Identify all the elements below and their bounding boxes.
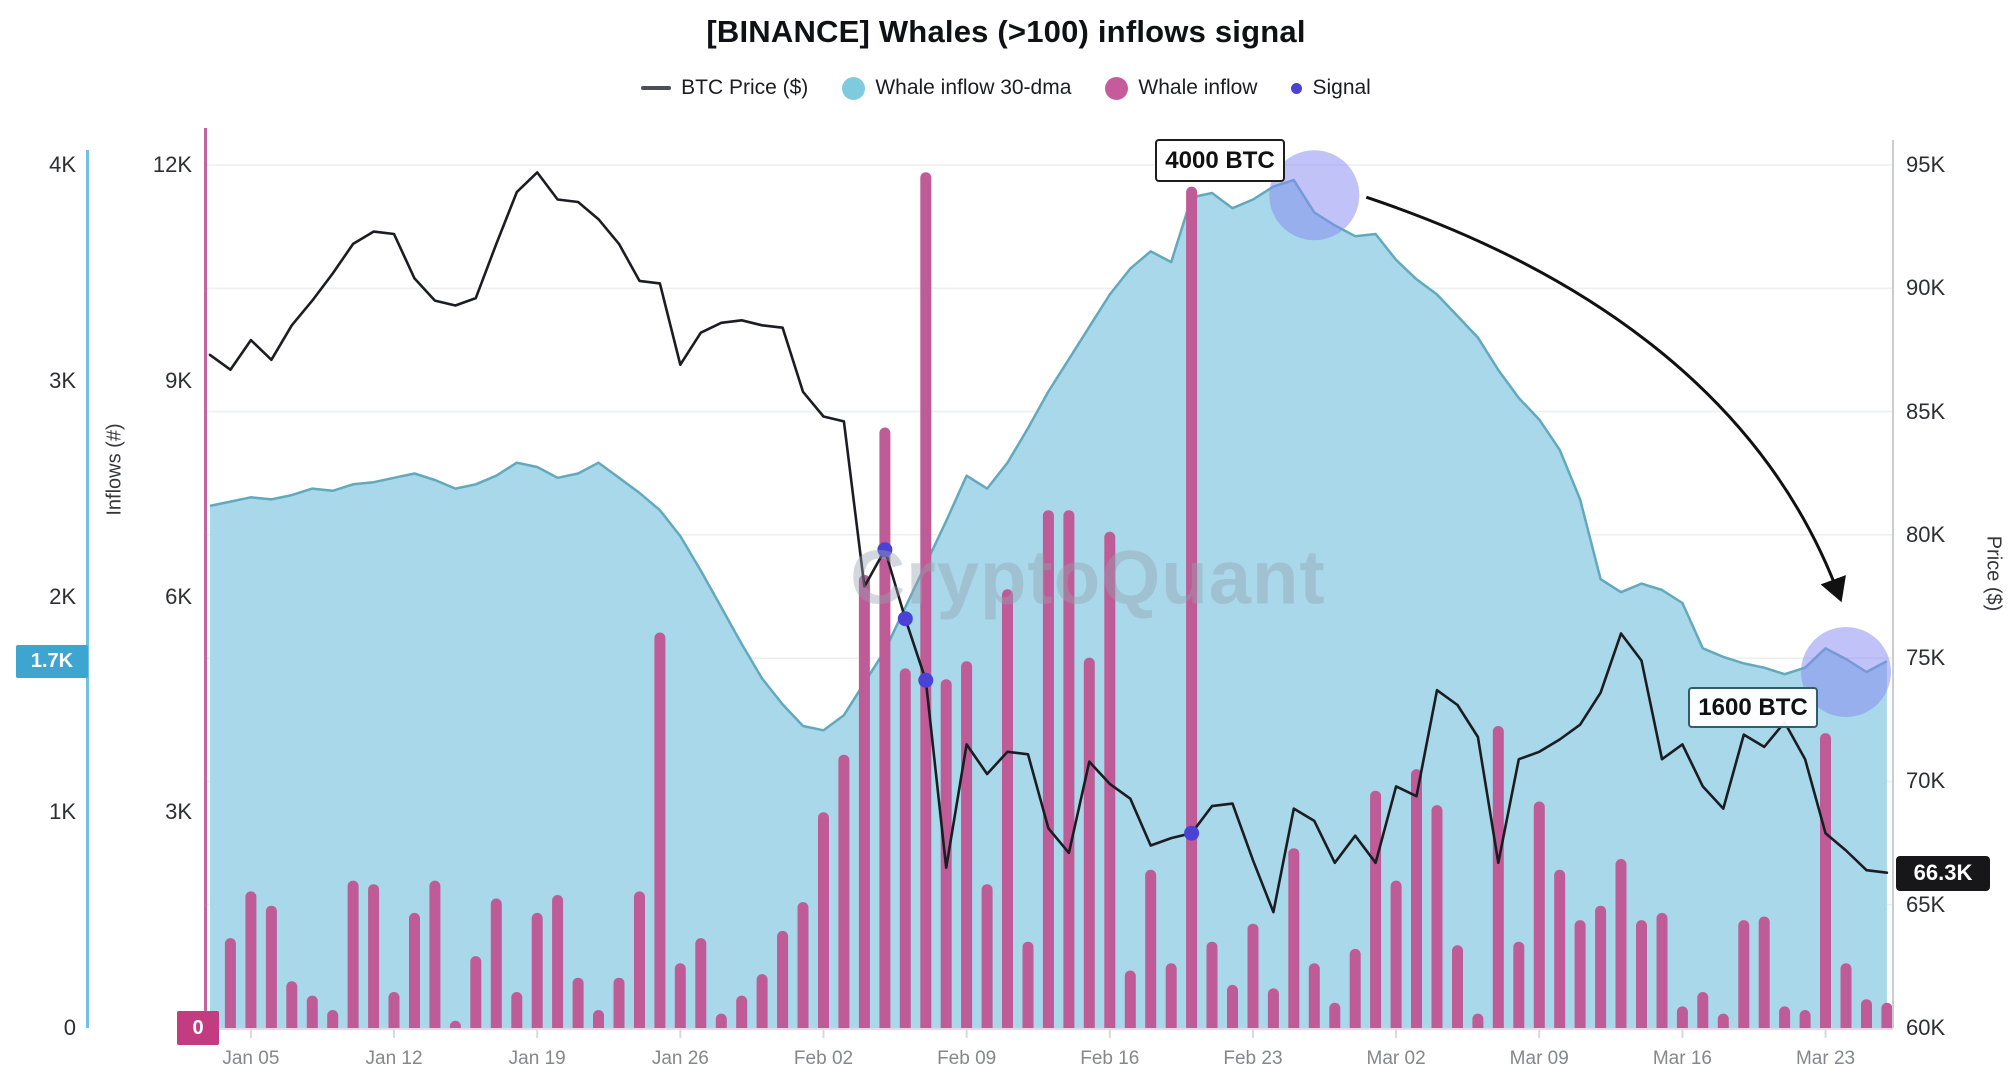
legend-label: BTC Price ($): [681, 76, 809, 99]
legend-line-swatch: [641, 86, 672, 90]
inflows-axis-title: Inflows (#): [103, 423, 126, 516]
price-axis-tick: 80K: [1906, 521, 1946, 547]
x-axis-tick: Feb 09: [937, 1048, 997, 1069]
legend-item-signal[interactable]: Signal: [1291, 76, 1371, 100]
price-axis-tick: 95K: [1906, 152, 1946, 177]
dma-axis-tick: 4K: [49, 152, 76, 177]
x-axis-tick: Feb 16: [1080, 1048, 1140, 1069]
x-axis-tick: Jan 19: [508, 1048, 566, 1069]
x-axis-tick: Mar 02: [1366, 1048, 1426, 1069]
axis-lines: [86, 128, 1894, 1038]
legend-circle-swatch: [842, 76, 866, 100]
x-axis-tick: Jan 05: [222, 1048, 280, 1069]
price-axis-tick: 70K: [1906, 768, 1946, 794]
dma-axis-tick: 2K: [49, 583, 76, 609]
legend-label: Whale inflow: [1138, 76, 1258, 99]
inflow-axis-tick: 6K: [165, 583, 192, 609]
x-axis-tick: Feb 02: [793, 1048, 854, 1069]
dma-axis-tick: 1K: [49, 799, 76, 825]
dma-axis-tick: 3K: [49, 367, 76, 393]
legend: BTC Price ($) Whale inflow 30-dma Whale in…: [0, 76, 2012, 100]
inflow-axis-tick: 9K: [165, 367, 192, 393]
highlight-circles: [1269, 150, 1891, 717]
legend-circle-swatch: [1105, 76, 1129, 100]
dma-current-value-badge: 1.7K: [16, 645, 88, 679]
trend-arrow: [1365, 195, 1846, 603]
whale-inflow-bars: [204, 172, 1893, 1028]
cryptoquant-watermark: CryptoQuant: [850, 535, 1326, 621]
x-axis-tick: Jan 12: [365, 1048, 423, 1069]
x-axis-tick: Mar 23: [1795, 1048, 1856, 1069]
signal-dots: [877, 542, 1200, 841]
legend-item-whale-inflow-30-dma[interactable]: Whale inflow 30-dma: [842, 76, 1071, 100]
legend-label: Signal: [1312, 76, 1371, 99]
annotation-4000-btc: 4000 BTC: [1155, 139, 1285, 182]
inflow-current-value-badge: 0: [177, 1011, 219, 1045]
legend-label: Whale inflow 30-dma: [875, 76, 1072, 99]
x-axis-tick: Mar 09: [1509, 1048, 1569, 1069]
x-axis-tick: Mar 16: [1652, 1048, 1712, 1069]
price-current-value-badge: 66.3K: [1896, 855, 1990, 891]
price-axis-title: Price ($): [1982, 535, 2005, 612]
legend-circle-swatch: [1291, 82, 1303, 94]
x-axis-tick: Feb 23: [1223, 1048, 1283, 1069]
price-axis-tick: 65K: [1906, 891, 1946, 917]
price-axis-tick: 85K: [1906, 398, 1946, 424]
inflow-axis-tick: 12K: [152, 152, 192, 177]
legend-item-btc-price-[interactable]: BTC Price ($): [641, 76, 808, 100]
price-axis-tick: 75K: [1906, 645, 1946, 671]
x-axis-tick: Jan 26: [651, 1048, 709, 1069]
legend-item-whale-inflow[interactable]: Whale inflow: [1105, 76, 1257, 100]
inflow-axis-tick: 3K: [165, 799, 192, 825]
chart-title: [BINANCE] Whales (>100) inflows signal: [706, 14, 1306, 49]
price-axis-tick: 60K: [1906, 1015, 1946, 1040]
annotation-1600-btc: 1600 BTC: [1688, 687, 1818, 728]
dma-axis-tick: 0: [63, 1015, 76, 1040]
btc-price-line: [208, 171, 1889, 914]
price-axis-tick: 90K: [1906, 275, 1946, 301]
